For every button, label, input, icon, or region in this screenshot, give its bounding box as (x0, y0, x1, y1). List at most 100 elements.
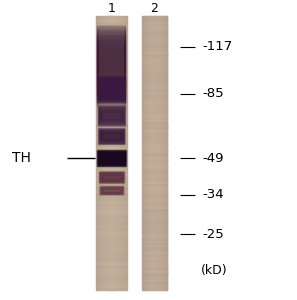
Bar (100, 219, 101, 221)
Bar (122, 228, 123, 230)
Bar (151, 210, 152, 212)
Bar (122, 159, 123, 162)
Bar (114, 271, 116, 274)
Bar (145, 25, 146, 27)
Bar (146, 148, 147, 151)
Bar (107, 196, 109, 199)
Bar (142, 75, 143, 78)
Bar (124, 89, 125, 91)
Bar (97, 276, 98, 278)
Bar (106, 242, 108, 244)
Bar (148, 107, 149, 110)
Bar (109, 146, 110, 148)
Text: (kD): (kD) (200, 264, 227, 277)
Bar (97, 70, 98, 73)
Bar (154, 59, 155, 61)
Bar (159, 280, 161, 283)
Bar (153, 141, 154, 144)
Bar (165, 196, 167, 199)
Bar (103, 232, 105, 235)
Bar (157, 189, 158, 192)
Bar (155, 114, 157, 116)
Bar (101, 212, 102, 214)
Bar (114, 134, 116, 137)
Bar (112, 36, 114, 39)
Bar (126, 232, 127, 235)
Bar (101, 123, 102, 125)
Bar (124, 52, 125, 55)
Bar (104, 55, 105, 57)
Bar (162, 109, 163, 112)
Bar (153, 157, 154, 160)
Bar (106, 191, 108, 194)
Bar (148, 178, 149, 180)
Bar (159, 235, 161, 237)
Bar (104, 178, 105, 180)
Bar (159, 36, 160, 39)
Bar (163, 121, 164, 123)
Bar (112, 237, 114, 240)
Bar (150, 283, 151, 285)
Bar (98, 80, 99, 82)
Bar (157, 64, 158, 66)
Bar (100, 136, 101, 139)
Bar (161, 70, 162, 73)
Bar (110, 219, 112, 221)
Bar (100, 131, 123, 141)
Bar (101, 75, 102, 78)
Bar (150, 77, 151, 80)
Bar (121, 134, 122, 137)
Bar (148, 107, 150, 110)
Bar (143, 43, 145, 46)
Bar (157, 198, 158, 201)
Bar (147, 64, 148, 66)
Bar (100, 200, 101, 203)
Bar (99, 153, 100, 155)
Bar (97, 89, 98, 91)
Bar (124, 191, 125, 194)
Bar (145, 123, 146, 125)
Bar (105, 180, 106, 182)
Bar (144, 244, 146, 246)
Bar (104, 189, 105, 192)
Bar (148, 178, 150, 180)
Bar (100, 146, 101, 148)
Bar (142, 59, 143, 61)
Bar (165, 43, 167, 46)
Bar (124, 162, 125, 164)
Bar (163, 112, 164, 114)
Bar (148, 274, 149, 276)
Bar (154, 18, 155, 21)
Bar (161, 257, 162, 260)
Bar (116, 267, 117, 269)
Bar (116, 36, 117, 39)
Bar (116, 102, 118, 105)
Bar (142, 93, 143, 96)
Bar (155, 82, 157, 84)
Bar (152, 264, 153, 267)
Bar (149, 287, 151, 290)
Bar (154, 278, 155, 280)
Bar (145, 116, 146, 119)
Bar (153, 228, 154, 230)
Bar (151, 50, 152, 52)
Bar (99, 255, 100, 258)
Bar (149, 228, 151, 230)
Bar (109, 148, 110, 151)
Bar (116, 219, 118, 221)
Bar (105, 89, 106, 91)
Bar (100, 186, 123, 194)
Bar (104, 169, 105, 171)
Bar (111, 22, 113, 25)
Bar (148, 50, 149, 52)
Bar (116, 105, 118, 107)
Bar (143, 189, 145, 192)
Bar (118, 98, 119, 100)
Bar (154, 121, 156, 123)
Bar (148, 77, 150, 80)
Bar (113, 132, 115, 135)
Bar (108, 171, 110, 173)
Bar (165, 198, 167, 201)
Bar (123, 27, 124, 30)
Bar (165, 159, 166, 162)
